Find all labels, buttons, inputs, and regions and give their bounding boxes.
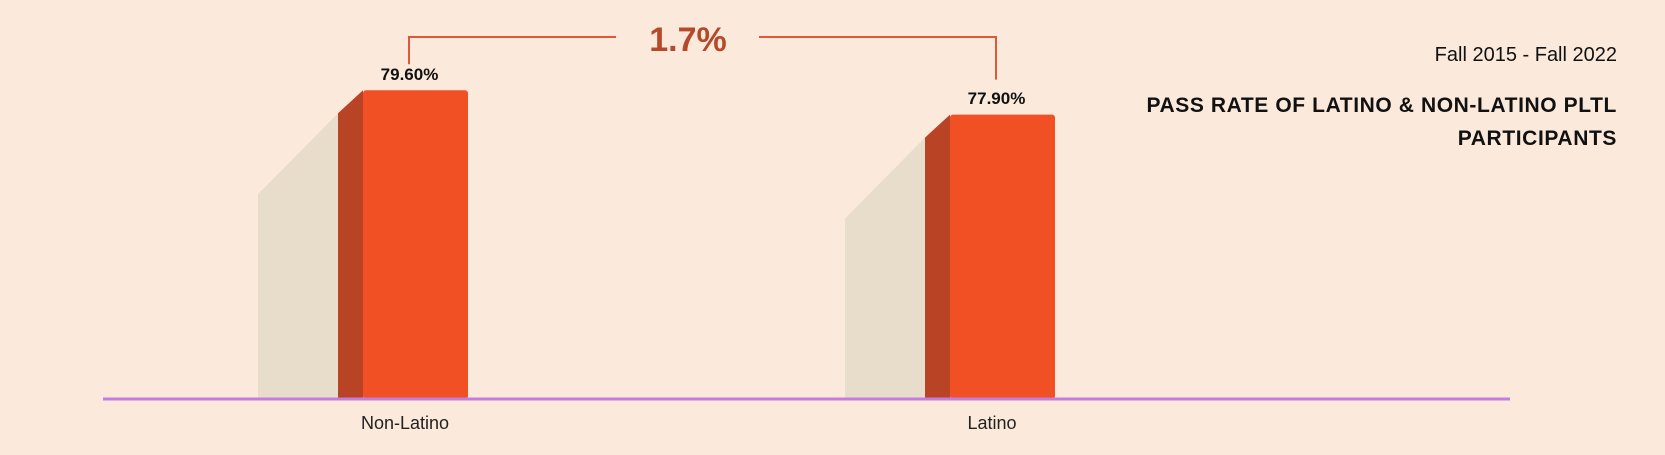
difference-annotation: 1.7%: [649, 21, 727, 59]
bar-side: [338, 90, 363, 400]
value-label: 77.90%: [968, 89, 1026, 108]
header: Fall 2015 - Fall 2022 PASS RATE OF LATIN…: [1097, 44, 1617, 155]
bar: [363, 90, 468, 400]
x-tick-label: Non-Latino: [361, 413, 449, 433]
bar-side: [925, 114, 950, 400]
chart-title: PASS RATE OF LATINO & NON-LATINO PLTL PA…: [1146, 94, 1617, 150]
bracket: [408, 36, 616, 65]
bracket: [759, 36, 997, 80]
chart-subtitle: Fall 2015 - Fall 2022: [1434, 44, 1617, 66]
bar-shadow: [258, 113, 338, 400]
x-tick-label: Latino: [967, 413, 1016, 433]
bar: [950, 114, 1055, 400]
bar-shadow: [845, 137, 925, 400]
value-label: 79.60%: [381, 65, 439, 84]
